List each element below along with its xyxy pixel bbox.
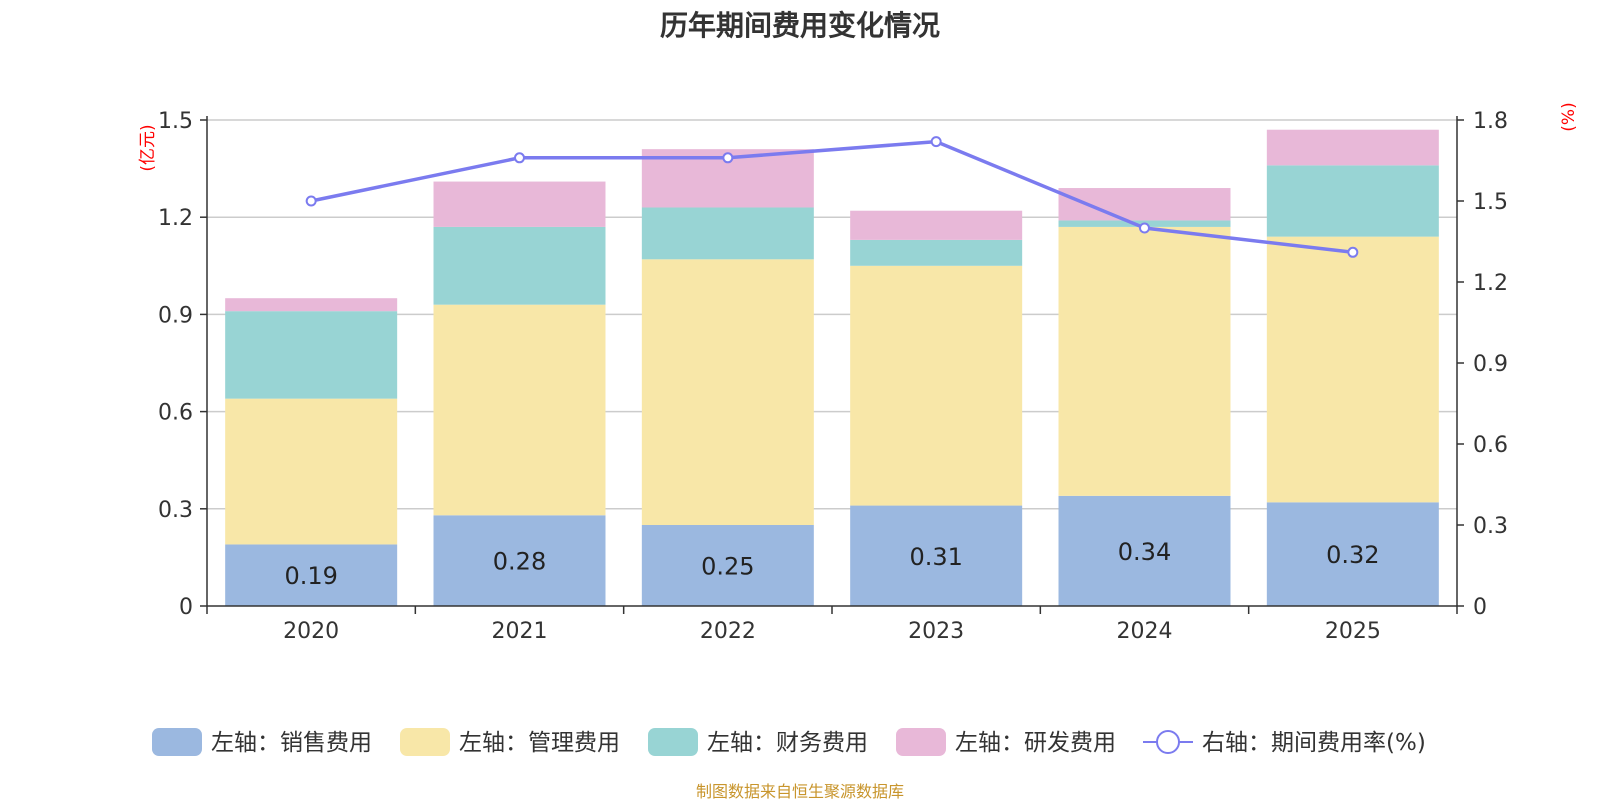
legend-sales-label: 左轴：销售费用 — [211, 730, 372, 756]
axes: 0 0.3 0.6 0.9 1.2 1.5 0 0.3 0.6 0.9 1.2 1.5 1.8 2020 2… — [138, 102, 1579, 644]
rate-point-2020 — [305, 195, 317, 207]
legend: 左轴：销售费用 左轴：管理费用 左轴：财务费用 左轴：研发费用 右轴：期间费用率(%) — [152, 728, 1426, 756]
bar-value-label: 0.19 — [284, 562, 337, 590]
bar-value-label: 0.25 — [701, 553, 754, 581]
bar-value-label: 0.31 — [909, 543, 962, 571]
left-axis-tick-label: 0.9 — [158, 303, 193, 328]
bar-sales-2024 — [1058, 495, 1231, 606]
left-axis-unit: (亿元) — [138, 124, 158, 171]
left-axis-tick-label: 1.2 — [158, 206, 193, 231]
legend-rate-label: 右轴：期间费用率(%) — [1202, 730, 1426, 756]
rate-line — [310, 139, 1354, 255]
bar-value-label: 0.34 — [1118, 538, 1171, 566]
bar-sales-2023 — [850, 505, 1023, 606]
x-axis-tick-label: 2025 — [1325, 619, 1381, 644]
legend-rate-marker-icon — [1156, 730, 1180, 754]
bar-admin-2020 — [225, 398, 398, 545]
left-axis-tick-label: 1.5 — [158, 109, 193, 134]
legend-finance-label: 左轴：财务费用 — [707, 730, 868, 756]
rate-point-2021 — [514, 152, 525, 164]
legend-sales-swatch — [152, 728, 202, 756]
left-axis-tick-label: 0 — [179, 595, 193, 620]
right-axis-tick-label: 0 — [1473, 595, 1487, 620]
bar-value-label: 0.32 — [1326, 541, 1379, 569]
legend-finance-swatch — [648, 728, 698, 756]
bar-rnd-2023 — [850, 210, 1023, 240]
gridlines — [207, 119, 1457, 510]
x-axis-tick-label: 2020 — [283, 619, 339, 644]
x-axis-tick-label: 2023 — [908, 619, 964, 644]
bar-finance-2023 — [850, 239, 1023, 266]
chart-title: 历年期间费用变化情况 — [659, 9, 940, 42]
bar-value-labels: 0.19 0.28 0.25 0.31 0.34 0.32 — [284, 538, 1379, 590]
rate-point-2025 — [1347, 246, 1359, 258]
left-axis-tick-label: 0.6 — [158, 401, 193, 426]
bar-sales-2025 — [1266, 502, 1439, 606]
bar-finance-2025 — [1266, 165, 1439, 237]
bar-finance-2020 — [225, 311, 398, 399]
bar-rnd-2020 — [225, 298, 398, 312]
rate-point-2024 — [1139, 222, 1150, 234]
right-axis-tick-label: 1.5 — [1473, 190, 1508, 215]
source-note: 制图数据来自恒生聚源数据库 — [695, 782, 904, 801]
left-axis-tick-label: 0.3 — [158, 498, 193, 523]
bar-finance-2021 — [433, 226, 606, 305]
bar-finance-2022 — [641, 207, 814, 260]
right-axis-tick-label: 1.8 — [1473, 109, 1508, 134]
bar-admin-2024 — [1058, 226, 1231, 496]
legend-admin-swatch — [400, 728, 450, 756]
rate-line-series — [305, 136, 1359, 258]
x-axis-tick-label: 2022 — [700, 619, 756, 644]
right-axis-tick-label: 1.2 — [1473, 271, 1508, 296]
bar-sales-2021 — [433, 515, 606, 606]
bar-series — [225, 129, 1439, 606]
right-axis-tick-label: 0.3 — [1473, 514, 1508, 539]
x-axis-tick-label: 2024 — [1117, 619, 1173, 644]
right-axis-tick-label: 0.6 — [1473, 433, 1508, 458]
right-axis-unit: (%) — [1559, 102, 1579, 131]
legend-admin-label: 左轴：管理费用 — [459, 730, 620, 756]
rate-point-2022 — [722, 152, 734, 164]
bar-rnd-2025 — [1266, 129, 1439, 166]
bar-sales-2020 — [225, 544, 398, 606]
bar-value-label: 0.28 — [493, 548, 546, 576]
rate-point-2023 — [930, 136, 942, 148]
legend-rnd-swatch — [896, 728, 946, 756]
bar-admin-2021 — [433, 304, 606, 516]
bar-sales-2022 — [641, 525, 814, 606]
x-axis-tick-label: 2021 — [492, 619, 548, 644]
legend-rnd-label: 左轴：研发费用 — [955, 730, 1116, 756]
bar-rnd-2021 — [433, 181, 606, 227]
right-axis-tick-label: 0.9 — [1473, 352, 1508, 377]
bar-admin-2025 — [1266, 236, 1439, 503]
bar-admin-2023 — [850, 265, 1023, 506]
bar-admin-2022 — [641, 259, 814, 525]
